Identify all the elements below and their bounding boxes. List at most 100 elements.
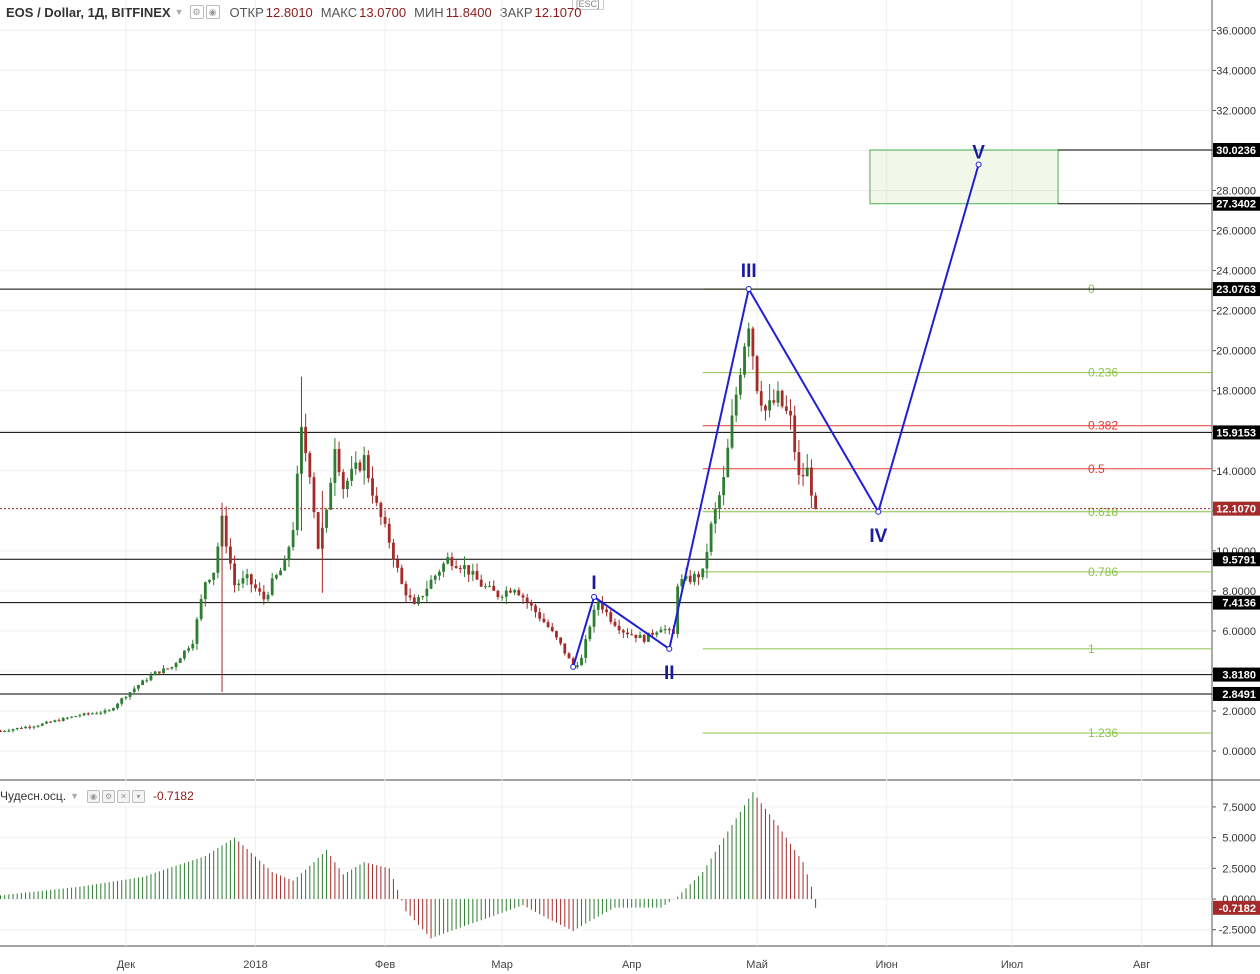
candle-body [99,712,103,714]
symbol-title[interactable]: EOS / Dollar, 1Д, BITFINEX [6,4,171,20]
candle-body [208,579,211,583]
candle-body [212,572,216,580]
candle-body [667,629,671,631]
more-icon[interactable]: ▾ [132,789,146,803]
candle-body [258,588,262,592]
candle-body [153,671,157,676]
candle-body [128,692,132,697]
candle-body [15,727,19,730]
candle-body [647,632,650,642]
candle-body [329,482,333,510]
candle-body [408,595,412,598]
candle-body [325,509,328,528]
osc-tick-label: 7.5000 [1222,802,1256,814]
candle-body [680,579,684,587]
candle-body [111,708,115,711]
candle-body [433,575,437,580]
candle-body [392,542,395,560]
eye-icon[interactable]: ◉ [87,789,101,803]
candle-body [605,609,608,613]
time-tick-label: Фев [375,959,395,971]
candle-body [538,612,542,619]
candle-body [726,447,730,478]
candle-body [174,663,178,667]
candle-body [517,590,521,596]
candle-body [266,594,270,600]
chevron-down-icon[interactable]: ▼ [174,7,184,17]
high-value: 13.0700 [359,4,407,20]
candle-body [341,472,345,490]
candle-body [70,716,73,718]
candle-body [36,725,40,727]
candle-body [617,625,621,631]
candle-body [626,632,629,635]
candle-body [383,517,387,524]
candle-body [57,720,61,722]
candle-body [814,495,817,509]
candle-body [513,590,517,593]
settings-icon[interactable]: ⚙ [189,5,204,19]
candle-body [61,718,65,721]
price-badge-label: 3.8180 [1222,670,1256,682]
candle-body [584,639,588,658]
candle-body [747,328,751,347]
price-badge [1213,196,1260,211]
candle-body [387,523,391,543]
low-value: 11.8400 [445,4,492,20]
time-tick-label: Апр [622,959,641,971]
time-tick-label: Авг [1133,959,1150,971]
candle-body [162,668,165,674]
candle-body [65,717,69,719]
candle-body [417,597,420,604]
candle-body [504,590,508,597]
candle-body [609,612,613,622]
candle-body [358,462,362,471]
chevron-down-icon[interactable]: ▼ [70,791,80,801]
candle-body [559,637,563,644]
time-tick-label: Июн [876,959,898,971]
fib-level-label: 0.382 [1088,419,1118,433]
delete-icon[interactable]: ✕ [117,789,131,803]
candle-body [492,585,496,591]
wave-label: I [591,573,596,594]
wave-point [875,508,882,515]
candle-body [337,449,341,473]
price-tick-label: 20.0000 [1216,346,1256,358]
wave-point [666,645,673,652]
candle-body [630,634,634,636]
candle-body [233,563,236,586]
settings-icon[interactable]: ⚙ [102,789,116,803]
fib-level-label: 1.236 [1088,726,1118,740]
candle-body [216,546,220,573]
candle-body [692,574,696,582]
candle-body [776,390,780,403]
candle-body [801,474,805,477]
candle-body [354,462,358,469]
candle-body [371,478,374,496]
candle-body [270,578,274,595]
oscillator-title[interactable]: Чудесн.осц. [0,789,67,803]
candle-body [805,467,809,477]
price-badge-label: 7.4136 [1222,598,1256,610]
osc-tick-label: 5.0000 [1222,833,1256,845]
esc-hint: [ESC] [572,0,604,10]
candle-body [40,723,44,726]
candle-body [279,570,282,576]
candle-body [734,394,738,416]
candle-body [425,588,429,597]
candle-body [45,721,48,724]
candle-body [350,468,354,481]
price-badge [1213,595,1260,610]
candle-body [454,566,458,568]
close-value: 12.1070 [534,4,582,20]
price-badge-label: 27.3402 [1216,199,1256,211]
wave-point [745,286,752,293]
price-badge-label: 15.9153 [1216,427,1256,439]
eye-icon[interactable]: ◉ [205,5,220,19]
candle-body [588,626,592,640]
candle-body [191,643,195,649]
candle-body [550,626,554,632]
time-tick-label: Май [746,959,768,971]
wave-point [570,663,577,670]
